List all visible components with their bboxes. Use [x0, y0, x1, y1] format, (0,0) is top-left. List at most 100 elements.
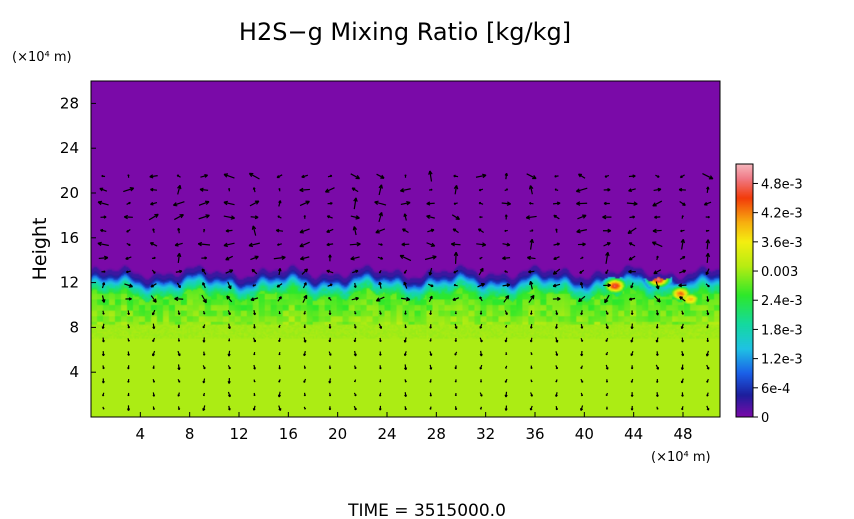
wind-vector [375, 296, 385, 302]
wind-vector [706, 364, 710, 370]
wind-vector [403, 364, 408, 371]
time-label: TIME = 3515000.0 [347, 501, 506, 519]
wind-vector [404, 174, 407, 178]
wind-vector [278, 324, 281, 328]
wind-vector [454, 379, 457, 383]
wind-vector [479, 392, 483, 397]
wind-vector [177, 338, 181, 342]
wind-vector [404, 406, 407, 411]
wind-vector [530, 379, 533, 383]
wind-vector [479, 323, 483, 329]
wind-vector [353, 405, 357, 411]
wind-vector [399, 254, 412, 262]
wind-vector [654, 215, 661, 219]
wind-vector [679, 174, 685, 179]
wind-vector [552, 296, 561, 301]
y-tick-label: 28 [60, 94, 79, 112]
wind-vector [328, 351, 332, 356]
wind-vector [278, 351, 281, 356]
wind-vector [552, 201, 561, 206]
wind-vector [278, 379, 281, 383]
wind-vector [177, 310, 181, 315]
wind-vector [504, 214, 508, 220]
wind-vector [479, 256, 483, 260]
wind-vector [326, 228, 334, 233]
wind-vector [630, 378, 634, 383]
wind-vector [477, 283, 486, 288]
wind-vector [479, 379, 483, 383]
wind-vector [152, 228, 155, 233]
wind-vector [123, 187, 135, 193]
wind-vector [228, 188, 231, 192]
wind-vector [379, 337, 382, 343]
wind-vector [203, 310, 206, 315]
wind-vector [653, 187, 662, 192]
wind-vector [577, 214, 587, 220]
wind-vector [175, 269, 183, 274]
wind-vector [200, 174, 209, 178]
wind-vector [197, 241, 211, 247]
wind-vector [101, 295, 106, 303]
x-tick-label: 24 [377, 425, 396, 443]
wind-vector [504, 229, 508, 232]
wind-vector [452, 297, 460, 301]
wind-vector [277, 215, 282, 219]
wind-vector [374, 200, 387, 206]
wind-vector [176, 174, 181, 178]
wind-vector [102, 365, 105, 370]
wind-vector [253, 392, 256, 397]
wind-vector [580, 350, 584, 357]
wind-vector [505, 365, 508, 369]
wind-vector [404, 392, 407, 397]
wind-vector [126, 201, 131, 205]
x-tick-label: 40 [575, 425, 594, 443]
wind-vector [452, 228, 459, 234]
wind-vector [152, 379, 155, 383]
wind-vector [429, 324, 432, 329]
wind-vector [253, 379, 256, 383]
wind-vector [375, 228, 386, 234]
wind-vector [703, 201, 712, 206]
wind-vector [679, 269, 687, 274]
wind-vector [476, 242, 487, 247]
wind-vector [227, 391, 231, 398]
wind-vector [602, 214, 612, 220]
wind-vector [301, 268, 309, 275]
wind-vector [227, 323, 231, 330]
wind-vector [453, 184, 459, 195]
plot-frame [90, 80, 721, 418]
wind-vector [479, 337, 483, 343]
wind-vector [353, 350, 357, 357]
wind-vector [223, 215, 236, 220]
wind-vector [403, 213, 408, 221]
wind-vector [127, 379, 130, 383]
chart-title: H2S−g Mixing Ratio [kg/kg] [239, 18, 571, 46]
wind-vector [277, 296, 282, 302]
wind-vector [454, 365, 457, 370]
x-tick-label: 32 [476, 425, 495, 443]
wind-vector [502, 256, 511, 261]
wind-vector [404, 324, 407, 329]
wind-vector [526, 255, 536, 261]
wind-vector [177, 392, 180, 397]
wind-vector [225, 255, 234, 261]
wind-vector [177, 350, 181, 357]
wind-vector [679, 296, 686, 302]
y-axis-unit: (×10⁴ m) [12, 50, 72, 65]
wind-vector [379, 351, 382, 356]
wind-vector [198, 214, 210, 220]
wind-vector [404, 379, 407, 383]
wind-vector [151, 309, 156, 316]
wind-vector [427, 228, 435, 233]
wind-vector [628, 255, 636, 261]
wind-vector [603, 283, 611, 288]
wind-vector [554, 175, 559, 178]
wind-vector [428, 267, 433, 276]
wind-vector [303, 310, 306, 315]
wind-vector [454, 406, 458, 411]
wind-vector [127, 310, 130, 316]
wind-vector [151, 256, 156, 260]
wind-vector [400, 200, 411, 206]
wind-vector [102, 392, 105, 397]
wind-vector [354, 365, 357, 370]
